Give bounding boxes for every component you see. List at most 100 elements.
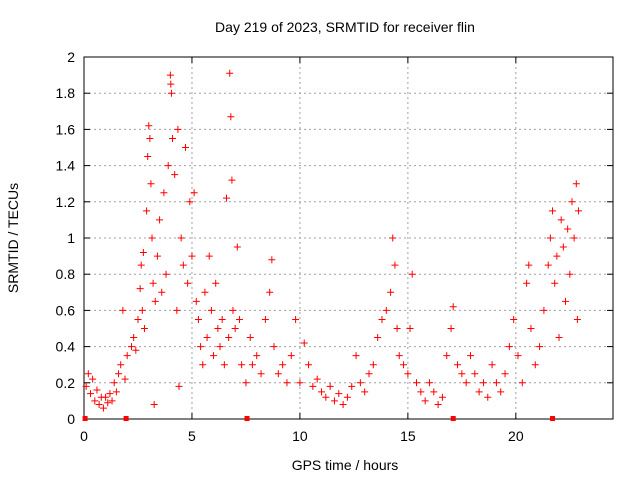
y-tick-label: 1.4 [56, 158, 76, 174]
data-point [313, 375, 321, 383]
data-point [104, 399, 112, 407]
baseline-markers [82, 416, 556, 421]
data-point [492, 379, 500, 387]
data-point [546, 234, 554, 242]
data-point [136, 285, 144, 293]
data-point [95, 401, 103, 409]
data-point [266, 288, 274, 296]
y-tick-label: 1 [67, 230, 75, 246]
data-point [339, 401, 347, 409]
data-point [145, 122, 153, 130]
data-point [540, 306, 548, 314]
data-point [421, 397, 429, 405]
x-tick-label: 15 [400, 428, 416, 444]
data-point [130, 334, 138, 342]
data-point [352, 352, 360, 360]
data-point [144, 153, 152, 161]
data-point [86, 390, 94, 398]
data-point [430, 388, 438, 396]
data-point [153, 252, 161, 260]
baseline-marker [123, 416, 129, 421]
data-point [225, 334, 233, 342]
data-point [137, 261, 145, 269]
axis-ticks [83, 56, 613, 420]
data-point [228, 176, 236, 184]
data-point [287, 352, 295, 360]
data-point [434, 401, 442, 409]
data-point [117, 361, 125, 369]
y-tick-label: 0 [67, 411, 75, 427]
data-point [555, 334, 563, 342]
data-point [361, 388, 369, 396]
data-point [326, 382, 334, 390]
data-point [110, 379, 118, 387]
data-point [296, 379, 304, 387]
data-point [173, 306, 181, 314]
data-point [365, 370, 373, 378]
data-point [242, 379, 250, 387]
y-tick-label: 0.2 [56, 375, 76, 391]
data-point [146, 134, 154, 142]
data-point [505, 343, 513, 351]
x-tick-label: 10 [292, 428, 308, 444]
data-point [443, 352, 451, 360]
data-points [82, 69, 582, 412]
data-point [475, 388, 483, 396]
data-point [119, 306, 127, 314]
baseline-marker [550, 416, 556, 421]
data-point [501, 370, 509, 378]
data-point [143, 207, 151, 215]
data-point [458, 370, 466, 378]
data-point [169, 134, 177, 142]
data-point [343, 393, 351, 401]
data-point [108, 397, 116, 405]
data-point [82, 382, 90, 390]
data-point [395, 352, 403, 360]
baseline-marker [82, 416, 88, 421]
data-point [231, 325, 239, 332]
data-point [322, 393, 330, 401]
data-point [551, 279, 559, 287]
data-point [99, 404, 107, 412]
data-point [382, 306, 390, 314]
data-point [566, 270, 574, 278]
data-point [106, 390, 114, 398]
data-point [518, 379, 526, 387]
y-tick-label: 0.4 [56, 339, 76, 355]
data-point [197, 343, 205, 351]
data-point [393, 325, 401, 332]
data-point [413, 379, 421, 387]
data-point [123, 352, 131, 360]
data-point [162, 270, 170, 278]
data-point [216, 343, 224, 351]
data-point [527, 325, 535, 332]
data-point [203, 334, 211, 342]
data-point [305, 361, 313, 369]
data-point [102, 393, 110, 401]
data-point [479, 379, 487, 387]
data-point [229, 306, 237, 314]
data-point [156, 216, 164, 224]
data-point [246, 334, 254, 342]
data-point [292, 315, 300, 323]
data-point [175, 382, 183, 390]
data-point [227, 113, 235, 121]
data-point [525, 261, 533, 269]
data-point [167, 89, 175, 97]
data-point [564, 225, 572, 233]
y-tick-label: 0.6 [56, 302, 76, 318]
data-point [214, 325, 222, 332]
data-point [166, 71, 174, 79]
y-tick-label: 1.6 [56, 121, 76, 137]
data-point [335, 390, 343, 398]
data-point [378, 315, 386, 323]
data-point [121, 375, 129, 383]
data-point [184, 279, 192, 287]
data-point [174, 125, 182, 133]
y-tick-label: 1.2 [56, 194, 76, 210]
y-tick-label: 0.8 [56, 266, 76, 282]
data-point [497, 388, 505, 396]
data-point [210, 352, 218, 360]
